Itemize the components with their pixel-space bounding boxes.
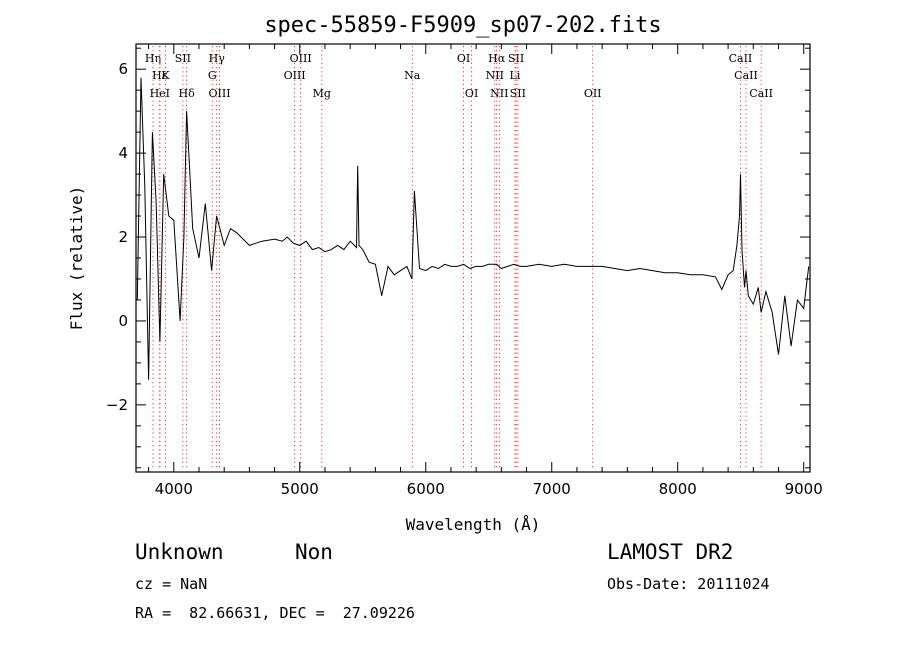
x-tick-label: 8000 (659, 480, 697, 498)
spectrum-line (136, 77, 810, 380)
line-marker-label: Hη (145, 52, 161, 65)
line-marker-label: Na (404, 69, 421, 82)
line-marker-label: NII (486, 69, 504, 82)
x-tick-label: 9000 (785, 480, 823, 498)
x-axis-label: Wavelength (Å) (406, 515, 541, 534)
line-marker-label: OIII (290, 52, 312, 65)
line-marker-label: Hγ (209, 52, 226, 65)
line-marker-label: K (161, 69, 170, 82)
plot-frame (135, 43, 811, 473)
line-marker-label: HeI (150, 87, 170, 100)
line-marker-label: Hα (488, 52, 506, 65)
line-marker-label: OIII (208, 87, 230, 100)
line-marker-label: Li (510, 69, 521, 82)
y-tick-label: 0 (118, 312, 128, 330)
chart-title: spec-55859-F5909_sp07-202.fits (264, 13, 661, 38)
line-marker-label: SII (175, 52, 191, 65)
redshift-cz-label: cz = NaN (135, 575, 208, 593)
line-marker-label: CaII (734, 69, 758, 82)
line-marker-label: OI (457, 52, 470, 65)
y-tick-label: −2 (106, 396, 128, 414)
line-marker-label: OII (584, 87, 602, 100)
y-tick-label: 6 (118, 60, 128, 78)
obs-date-label: Obs-Date: 20111024 (607, 575, 770, 593)
line-marker-label: G (208, 69, 217, 82)
survey-label: LAMOST DR2 (607, 540, 734, 564)
line-marker-label: OI (465, 87, 478, 100)
y-tick-label: 4 (118, 144, 128, 162)
y-axis-label: Flux (relative) (67, 186, 86, 331)
class-label: Unknown (135, 540, 224, 564)
spectrum-chart: spec-55859-F5909_sp07-202.fits Hγ G OIII OII… (67, 13, 823, 534)
x-tick-label: 6000 (407, 480, 445, 498)
line-marker-label: NII (490, 87, 508, 100)
x-tick-label: 5000 (281, 480, 319, 498)
x-tick-label: 7000 (533, 480, 571, 498)
line-marker-label: SII (508, 52, 524, 65)
y-tick-label: 2 (118, 228, 128, 246)
line-marker-label: OIII (284, 69, 306, 82)
line-marker-label: CaII (749, 87, 773, 100)
ra-dec-label: RA = 82.66631, DEC = 27.09226 (135, 604, 415, 622)
x-tick-label: 4000 (155, 480, 193, 498)
subclass-label: Non (295, 540, 333, 564)
line-marker-label: SII (510, 87, 526, 100)
line-marker-label: CaII (729, 52, 753, 65)
line-marker-label: Mg (313, 87, 331, 100)
line-marker-label: Hδ (179, 87, 196, 100)
